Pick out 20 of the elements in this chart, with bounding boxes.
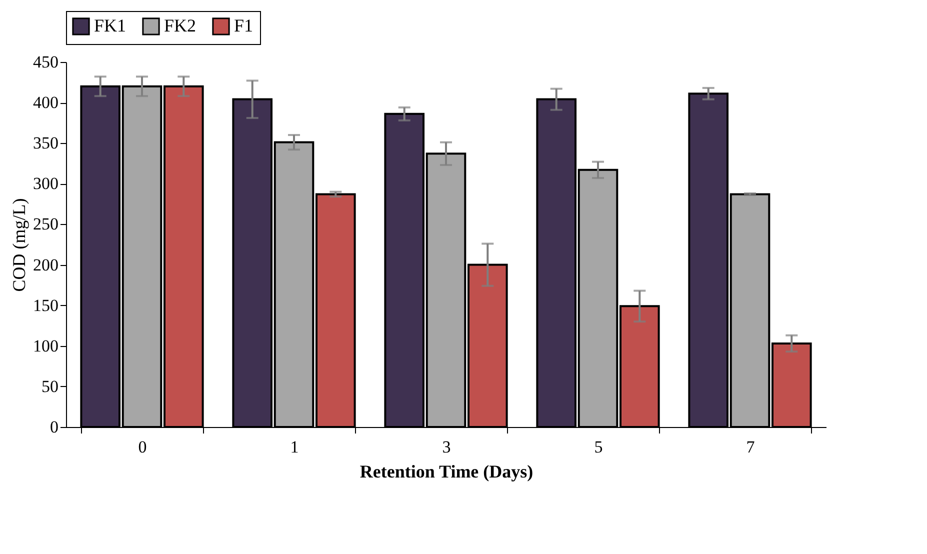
y-tick-label: 200 — [33, 255, 58, 274]
legend-label: FK1 — [94, 15, 126, 36]
y-axis-title: COD (mg/L) — [9, 198, 29, 292]
legend-label: FK2 — [164, 15, 196, 36]
y-tick-label: 350 — [33, 134, 58, 153]
y-tick-label: 50 — [42, 376, 58, 396]
y-tick-label: 300 — [33, 174, 58, 194]
y-tick-label: 150 — [33, 296, 58, 315]
x-tick-label: 0 — [138, 438, 147, 456]
y-tick-label: 400 — [33, 93, 58, 112]
x-axis-title: Retention Time (Days) — [360, 462, 534, 482]
x-tick-label: 3 — [442, 438, 451, 456]
y-tick-label: 250 — [33, 214, 58, 234]
y-tick-label: 450 — [33, 52, 58, 72]
x-tick-label: 7 — [746, 438, 756, 456]
y-tick-label: 0 — [50, 418, 58, 436]
legend-label: F1 — [234, 15, 254, 36]
x-tick-label: 1 — [290, 438, 299, 456]
x-tick-label: 5 — [594, 438, 603, 456]
y-tick-label: 100 — [33, 336, 58, 356]
